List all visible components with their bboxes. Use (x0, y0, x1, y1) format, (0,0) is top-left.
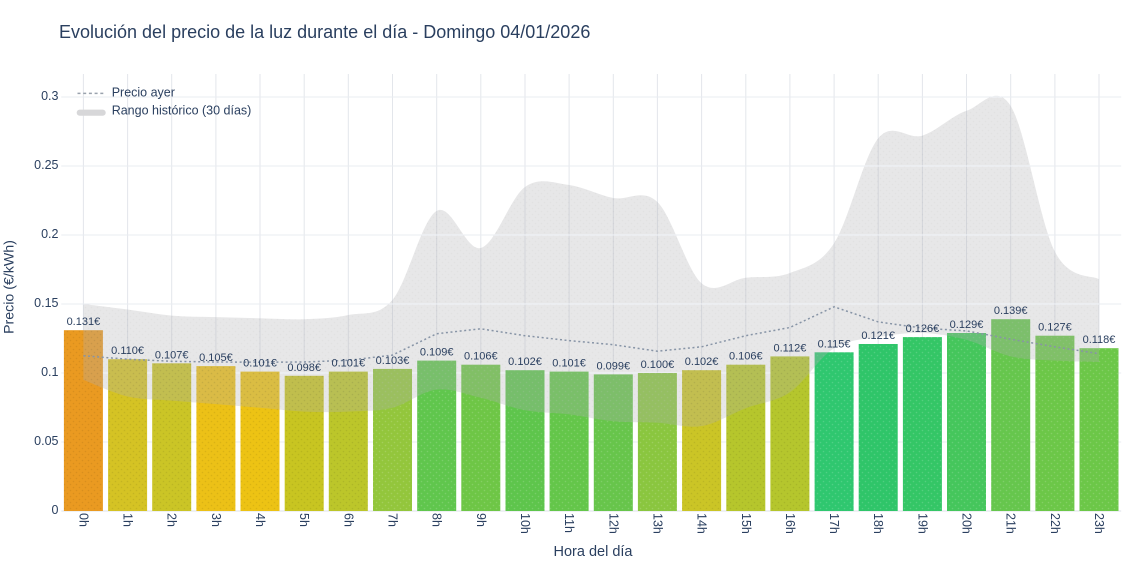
svg-text:0.126€: 0.126€ (906, 323, 940, 335)
svg-text:Precio ayer: Precio ayer (112, 85, 175, 99)
svg-text:0.098€: 0.098€ (287, 362, 321, 374)
svg-text:0.2: 0.2 (41, 227, 58, 241)
svg-text:0.101€: 0.101€ (552, 358, 586, 370)
svg-text:0.100€: 0.100€ (641, 359, 675, 371)
svg-text:0.118€: 0.118€ (1083, 334, 1116, 346)
svg-text:13h: 13h (650, 513, 664, 534)
svg-text:0.25: 0.25 (34, 158, 58, 172)
svg-text:0.139€: 0.139€ (994, 305, 1028, 317)
svg-text:0.099€: 0.099€ (596, 360, 630, 372)
svg-text:0.1: 0.1 (41, 365, 58, 379)
svg-text:18h: 18h (871, 513, 885, 534)
svg-text:22h: 22h (1048, 513, 1062, 534)
svg-text:0.105€: 0.105€ (199, 352, 233, 364)
svg-text:10h: 10h (518, 513, 532, 534)
svg-text:0.110€: 0.110€ (111, 345, 144, 357)
svg-text:0.103€: 0.103€ (376, 355, 410, 367)
svg-text:Hora del día: Hora del día (554, 544, 634, 560)
svg-text:9h: 9h (474, 513, 488, 527)
svg-text:11h: 11h (562, 513, 576, 533)
svg-text:0.05: 0.05 (34, 434, 58, 448)
svg-text:0: 0 (52, 503, 59, 517)
svg-text:0.102€: 0.102€ (508, 356, 542, 368)
svg-text:Evolución del precio de la luz: Evolución del precio de la luz durante e… (59, 22, 590, 42)
svg-text:0.106€: 0.106€ (729, 351, 763, 363)
svg-text:0.129€: 0.129€ (950, 319, 984, 331)
svg-text:7h: 7h (386, 513, 400, 527)
svg-text:0.121€: 0.121€ (861, 330, 895, 342)
svg-text:0h: 0h (76, 513, 90, 527)
svg-text:5h: 5h (297, 513, 311, 527)
svg-text:0.127€: 0.127€ (1038, 322, 1072, 334)
svg-text:15h: 15h (739, 513, 753, 534)
svg-text:8h: 8h (430, 513, 444, 527)
svg-text:1h: 1h (121, 513, 135, 527)
svg-text:0.106€: 0.106€ (464, 351, 498, 363)
svg-text:0.131€: 0.131€ (67, 316, 101, 328)
svg-text:2h: 2h (165, 513, 179, 527)
svg-text:Rango histórico (30 días): Rango histórico (30 días) (112, 104, 252, 118)
svg-text:6h: 6h (341, 513, 355, 527)
svg-text:0.101€: 0.101€ (243, 358, 277, 370)
svg-text:0.101€: 0.101€ (331, 358, 365, 370)
svg-text:17h: 17h (827, 513, 841, 534)
svg-text:20h: 20h (960, 513, 974, 534)
svg-text:0.3: 0.3 (41, 89, 58, 103)
svg-text:0.107€: 0.107€ (155, 349, 189, 361)
svg-text:19h: 19h (915, 513, 929, 534)
svg-text:4h: 4h (253, 513, 267, 527)
svg-text:0.115€: 0.115€ (818, 338, 851, 350)
svg-text:0.102€: 0.102€ (685, 356, 719, 368)
svg-text:0.112€: 0.112€ (773, 342, 806, 354)
svg-text:16h: 16h (783, 513, 797, 534)
svg-text:Precio (€/kWh): Precio (€/kWh) (2, 240, 18, 334)
svg-text:0.109€: 0.109€ (420, 347, 454, 359)
svg-text:12h: 12h (606, 513, 620, 534)
svg-text:21h: 21h (1004, 513, 1018, 534)
svg-text:0.15: 0.15 (34, 296, 58, 310)
svg-text:14h: 14h (695, 513, 709, 534)
svg-text:23h: 23h (1092, 513, 1106, 534)
svg-text:3h: 3h (209, 513, 223, 527)
